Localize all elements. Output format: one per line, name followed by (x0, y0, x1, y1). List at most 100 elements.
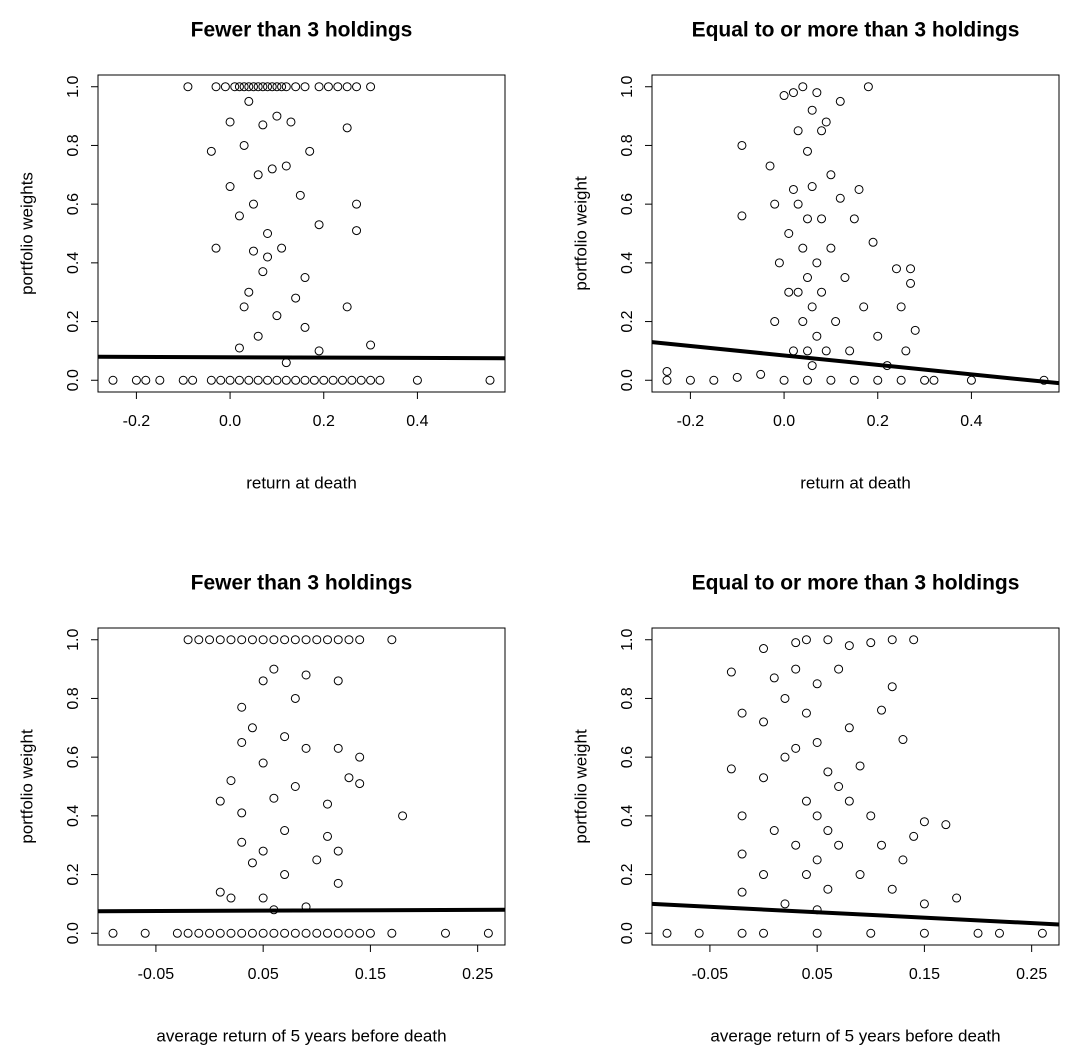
scatter-point (291, 293, 301, 303)
scatter-point (183, 928, 193, 938)
scatter-point (216, 375, 226, 385)
scatter-point (774, 258, 784, 268)
scatter-point (788, 88, 798, 98)
scatter-point (314, 220, 324, 230)
x-axis-label: return at death (800, 473, 911, 492)
y-axis-label: portfolio weights (17, 172, 36, 295)
scatter-point (272, 375, 282, 385)
scatter-point (234, 211, 244, 221)
x-tick-label: 0.15 (909, 966, 940, 983)
scatter-point (1037, 928, 1047, 938)
scatter-point (352, 226, 362, 236)
y-tick-label: 0.0 (65, 369, 82, 391)
scatter-point (877, 840, 887, 850)
scatter-point (798, 317, 808, 327)
scatter-point (737, 140, 747, 150)
scatter-point (812, 928, 822, 938)
scatter-point (891, 264, 901, 274)
x-tick-label: -0.2 (677, 413, 705, 430)
scatter-point (365, 928, 375, 938)
scatter-point (780, 693, 790, 703)
scatter-point (194, 635, 204, 645)
scatter-point (280, 635, 290, 645)
y-tick-label: 0.8 (65, 134, 82, 156)
scatter-point (258, 893, 268, 903)
scatter-point (788, 346, 798, 356)
scatter-point (269, 793, 279, 803)
scatter-point (898, 855, 908, 865)
scatter-point (234, 343, 244, 353)
scatter-point (966, 375, 976, 385)
scatter-point (309, 375, 319, 385)
scatter-point (301, 635, 311, 645)
scatter-point (366, 375, 376, 385)
panel-title: Equal to or more than 3 holdings (692, 572, 1020, 595)
scatter-point (248, 246, 258, 256)
plot-box (97, 627, 506, 946)
scatter-point (877, 705, 887, 715)
scatter-point (737, 708, 747, 718)
x-tick-label: 0.4 (960, 413, 982, 430)
scatter-point (247, 928, 257, 938)
scatter-point (844, 641, 854, 651)
scatter-point (263, 252, 273, 262)
scatter-point (732, 372, 742, 382)
scatter-point (301, 670, 311, 680)
scatter-point (237, 928, 247, 938)
scatter-point (726, 667, 736, 677)
scatter-point (206, 375, 216, 385)
x-tick-label: 0.15 (355, 966, 386, 983)
scatter-point (817, 214, 827, 224)
scatter-point (355, 779, 365, 789)
y-tick-label: 0.2 (65, 310, 82, 332)
scatter-point (854, 184, 864, 194)
scatter-point (312, 635, 322, 645)
scatter-point (807, 361, 817, 371)
scatter-point (333, 676, 343, 686)
scatter-point (919, 817, 929, 827)
scatter-point (887, 635, 897, 645)
plot-area (98, 82, 505, 385)
scatter-point (301, 928, 311, 938)
panel-title: Fewer than 3 holdings (191, 572, 413, 595)
scatter-point (281, 82, 291, 92)
scatter-point (834, 840, 844, 850)
scatter-point (344, 773, 354, 783)
scatter-point (866, 928, 876, 938)
scatter-point (831, 317, 841, 327)
scatter-point (188, 375, 198, 385)
y-tick-label: 0.2 (65, 863, 82, 885)
scatter-point (791, 638, 801, 648)
scatter-point (788, 184, 798, 194)
scatter-point (798, 243, 808, 253)
scatter-point (226, 776, 236, 786)
x-tick-label: 0.2 (313, 413, 335, 430)
panel-title: Equal to or more than 3 holdings (692, 19, 1020, 42)
scatter-point (333, 743, 343, 753)
scatter-point (780, 752, 790, 762)
fit-line (652, 901, 1059, 927)
scatter-point (823, 884, 833, 894)
scatter-point (286, 117, 296, 127)
scatter-point (737, 849, 747, 859)
x-tick-label: 0.2 (867, 413, 889, 430)
scatter-point (973, 928, 983, 938)
y-tick-label: 1.0 (65, 76, 82, 98)
scatter-point (801, 796, 811, 806)
scatter-point (779, 375, 789, 385)
x-tick-label: 0.25 (462, 966, 493, 983)
scatter-point (215, 635, 225, 645)
scatter-point (211, 243, 221, 253)
scatter-point (333, 846, 343, 856)
scatter-point (485, 375, 495, 385)
scatter-point (812, 88, 822, 98)
scatter-point (920, 375, 930, 385)
scatter-point (812, 737, 822, 747)
x-tick-label: 0.0 (773, 413, 795, 430)
scatter-point (387, 928, 397, 938)
scatter-point (295, 190, 305, 200)
scatter-point (765, 161, 775, 171)
scatter-point (290, 635, 300, 645)
scatter-point (300, 82, 310, 92)
y-tick-label: 0.4 (619, 805, 636, 827)
